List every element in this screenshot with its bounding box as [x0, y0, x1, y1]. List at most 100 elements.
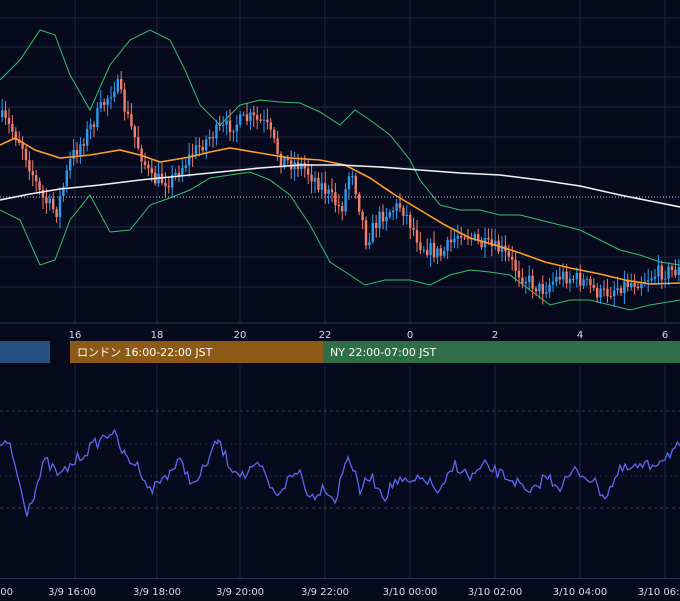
- x-tick-label: 0: [407, 330, 413, 341]
- candle-body: [487, 237, 490, 240]
- session-fill: [70, 341, 323, 363]
- oscillator-chart[interactable]: [0, 366, 680, 578]
- candle-body: [456, 236, 459, 239]
- candle: [436, 245, 439, 265]
- candle-body: [368, 241, 371, 246]
- candle: [534, 286, 538, 296]
- candle: [670, 263, 674, 278]
- moving-average-short-line: [0, 137, 680, 285]
- candle: [647, 268, 650, 293]
- candle-body: [565, 271, 568, 284]
- candle: [358, 192, 361, 216]
- candle: [293, 151, 296, 181]
- candle-body: [528, 275, 531, 282]
- candle: [215, 119, 218, 146]
- price-chart-canvas[interactable]: 16 18 20 22 0 2 4 6: [0, 0, 680, 345]
- candle: [320, 172, 323, 199]
- candle-body: [55, 209, 58, 218]
- candle: [548, 278, 551, 298]
- candle-body: [541, 283, 544, 294]
- candle-body: [460, 236, 463, 238]
- candle: [239, 111, 242, 128]
- candle-body: [24, 148, 28, 161]
- candle: [109, 86, 113, 110]
- candle: [616, 276, 619, 296]
- candle: [86, 121, 89, 152]
- candle-body: [171, 174, 174, 188]
- candle-body: [381, 211, 385, 222]
- candle: [171, 165, 174, 199]
- candle-body: [324, 183, 327, 194]
- candle: [188, 142, 191, 178]
- candle: [266, 108, 269, 130]
- candle: [412, 217, 415, 237]
- candle-body: [92, 124, 96, 128]
- candle: [133, 124, 136, 149]
- candle: [531, 268, 534, 299]
- candle-body: [334, 192, 337, 205]
- candle: [633, 274, 636, 295]
- candle-body: [228, 120, 232, 133]
- candle-body: [137, 137, 140, 149]
- candle-body: [218, 124, 221, 126]
- candle: [568, 271, 572, 292]
- oscillator-canvas[interactable]: [0, 366, 680, 578]
- candle: [368, 232, 371, 250]
- candle: [613, 281, 616, 307]
- time-axis: .00 3/9 16:00 3/9 18:00 3/9 20:00 3/9 22:00 3…: [0, 578, 680, 601]
- candle-body: [286, 157, 289, 161]
- candle: [245, 102, 249, 126]
- candle-body: [412, 227, 415, 230]
- candle: [443, 246, 446, 259]
- candle-body: [177, 172, 181, 177]
- candle: [130, 103, 133, 130]
- x-tick-label: 22: [319, 330, 332, 341]
- candle-body: [208, 136, 211, 140]
- candle: [113, 82, 116, 102]
- candle: [480, 237, 483, 250]
- candle: [177, 165, 181, 182]
- candle-body: [636, 286, 640, 289]
- candle-body: [4, 110, 7, 118]
- candle: [653, 268, 657, 286]
- candle-body: [388, 212, 391, 217]
- candle: [235, 115, 238, 143]
- candle-body: [181, 167, 184, 177]
- candle-body: [18, 140, 21, 143]
- candle: [82, 138, 85, 155]
- candle: [409, 211, 412, 240]
- candle-body: [531, 275, 534, 289]
- session-bar-canvas: ロンドン 16:00-22:00 JST NY 22:00-07:00 JST: [0, 341, 680, 363]
- candle-body: [341, 206, 344, 212]
- candle: [541, 275, 544, 305]
- price-chart[interactable]: 16 18 20 22 0 2 4 6: [0, 0, 680, 345]
- candle: [126, 100, 130, 119]
- candle: [650, 271, 653, 285]
- candle: [337, 194, 340, 214]
- candle-body: [494, 240, 497, 247]
- candle-body: [150, 168, 153, 173]
- candle-body: [317, 177, 320, 190]
- candle: [385, 207, 388, 231]
- candle: [273, 126, 276, 144]
- candle: [228, 109, 232, 142]
- time-axis-label: 3/9 18:00: [133, 587, 181, 598]
- candle-body: [402, 207, 405, 216]
- candle-body: [259, 119, 262, 121]
- candle-body: [167, 186, 170, 188]
- candle: [667, 262, 670, 286]
- candle-body: [375, 222, 378, 229]
- candle: [313, 170, 317, 194]
- candle-body: [354, 176, 357, 195]
- candle-body: [398, 203, 402, 208]
- candle: [361, 209, 364, 230]
- candle: [405, 204, 408, 225]
- candle-body: [385, 216, 388, 222]
- candle: [507, 244, 510, 262]
- candle-body: [82, 144, 85, 146]
- candle-body: [409, 214, 412, 228]
- candle-body: [52, 198, 55, 210]
- candle-body: [664, 278, 667, 280]
- candle-body: [279, 153, 283, 168]
- candle: [18, 131, 21, 146]
